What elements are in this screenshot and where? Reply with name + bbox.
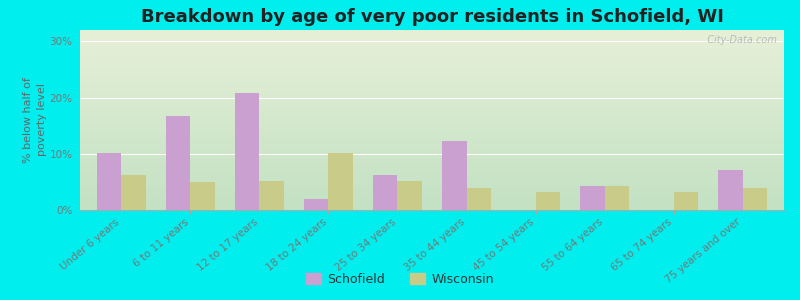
Y-axis label: % below half of
poverty level: % below half of poverty level <box>22 77 46 163</box>
Bar <box>535 192 560 210</box>
Bar <box>442 141 466 210</box>
Bar <box>122 175 146 210</box>
Bar <box>259 181 284 210</box>
Bar <box>304 199 329 210</box>
Bar <box>190 182 214 210</box>
Title: Breakdown by age of very poor residents in Schofield, WI: Breakdown by age of very poor residents … <box>141 8 723 26</box>
Bar <box>605 186 629 210</box>
Text: City-Data.com: City-Data.com <box>701 35 777 45</box>
Bar <box>398 181 422 210</box>
Legend: Schofield, Wisconsin: Schofield, Wisconsin <box>301 268 499 291</box>
Bar <box>466 188 490 210</box>
Bar <box>98 153 122 210</box>
Bar <box>718 169 742 210</box>
Bar <box>166 116 190 210</box>
Bar <box>329 153 353 210</box>
Bar <box>674 192 698 210</box>
Bar <box>742 188 766 210</box>
Bar <box>374 175 398 210</box>
Bar <box>235 93 259 210</box>
Bar <box>580 186 605 210</box>
